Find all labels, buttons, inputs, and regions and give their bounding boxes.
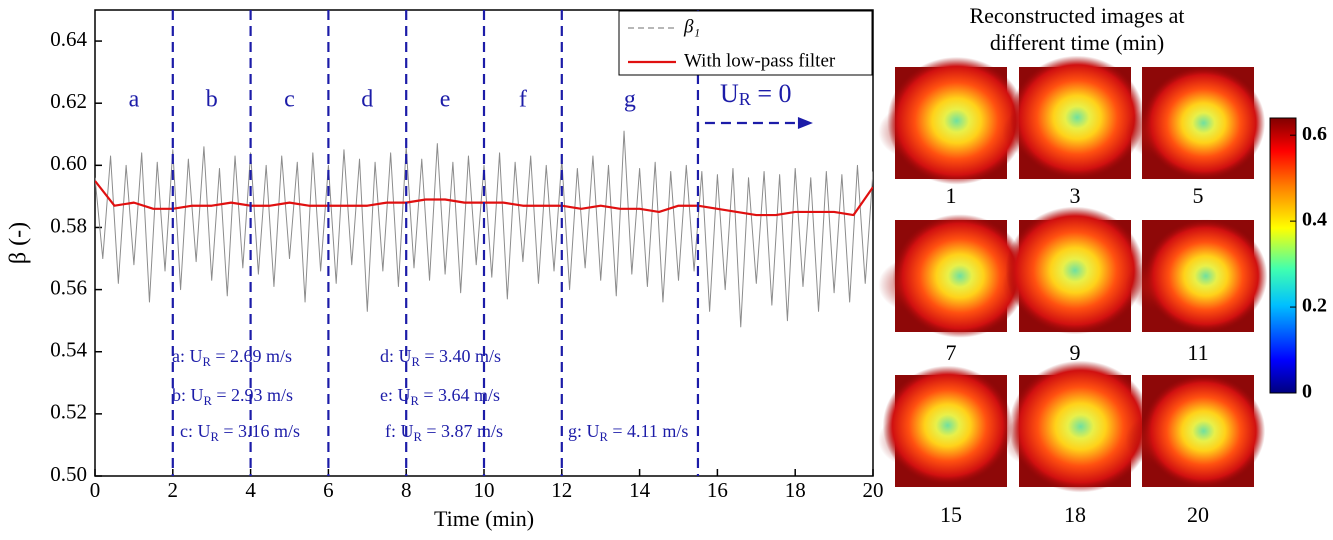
image-hotspot xyxy=(882,365,1013,486)
annotation: f: UR = 3.87 m/s xyxy=(385,421,503,444)
subscript: R xyxy=(412,355,421,369)
subscript: R xyxy=(211,430,220,444)
text-part: e: U xyxy=(380,385,411,405)
text-part: = 2.69 m/s xyxy=(211,346,292,366)
image-label: 20 xyxy=(1187,502,1209,527)
region-label: g xyxy=(624,87,636,113)
text-part: = 4.11 m/s xyxy=(608,421,689,441)
x-tick-label: 8 xyxy=(401,478,412,502)
y-tick-label: 0.58 xyxy=(50,213,87,237)
region-label: f xyxy=(519,87,527,113)
image-label: 11 xyxy=(1187,340,1208,365)
y-axis-label: β (-) xyxy=(6,222,32,264)
image-label: 18 xyxy=(1064,502,1086,527)
x-tick-label: 10 xyxy=(474,478,495,502)
colorbar-tick-label: 0.6 xyxy=(1302,123,1327,145)
x-tick-label: 0 xyxy=(90,478,101,502)
subscript: R xyxy=(414,430,423,444)
y-tick-label: 0.56 xyxy=(50,275,87,299)
image-hotspot xyxy=(892,214,1028,338)
x-tick-label: 16 xyxy=(707,478,728,502)
text-part: U xyxy=(720,79,739,108)
annotation: a: UR = 2.69 m/s xyxy=(172,346,292,369)
annotation: e: UR = 3.64 m/s xyxy=(380,385,500,408)
subscript: R xyxy=(204,394,213,408)
image-label: 15 xyxy=(940,502,962,527)
subscript: R xyxy=(739,89,752,109)
subscript: R xyxy=(411,394,420,408)
region-label: d xyxy=(361,87,373,113)
region-label: e xyxy=(440,87,451,113)
subscript: R xyxy=(203,355,212,369)
image-hotspot xyxy=(1010,55,1145,180)
image-label: 1 xyxy=(946,183,957,208)
y-tick-label: 0.62 xyxy=(50,89,87,113)
x-tick-label: 12 xyxy=(551,478,572,502)
panel-title: Reconstructed images at xyxy=(969,3,1184,28)
text-part: b: U xyxy=(172,385,204,405)
y-tick-label: 0.54 xyxy=(50,338,87,362)
x-tick-label: 20 xyxy=(863,478,884,502)
text-part: g: U xyxy=(568,421,600,441)
region-label: b xyxy=(206,87,218,113)
text-part: = 0 xyxy=(751,79,792,108)
annotation: d: UR = 3.40 m/s xyxy=(380,346,501,369)
x-tick-label: 18 xyxy=(785,478,806,502)
colorbar-tick-label: 0.2 xyxy=(1302,295,1327,317)
arrow-head xyxy=(797,117,813,129)
y-tick-label: 0.64 xyxy=(50,27,87,51)
series-line xyxy=(95,130,873,328)
image-label: 3 xyxy=(1070,183,1081,208)
annotation: b: UR = 2.93 m/s xyxy=(172,385,293,408)
colorbar-tick-label: 0 xyxy=(1302,381,1312,403)
region-label: UR = 0 xyxy=(720,79,792,109)
legend-box xyxy=(618,10,873,76)
text-part: = 2.93 m/s xyxy=(212,385,293,405)
image-hotspot xyxy=(1142,66,1266,180)
annotation: c: UR = 3.16 m/s xyxy=(180,421,300,444)
image-label: 7 xyxy=(946,340,957,365)
y-tick-label: 0.60 xyxy=(50,151,87,175)
y-tick-label: 0.50 xyxy=(50,462,87,486)
text-part: = 3.64 m/s xyxy=(419,385,500,405)
image-hotspot xyxy=(1142,374,1266,488)
text-part: f: U xyxy=(385,421,414,441)
text-part: = 3.16 m/s xyxy=(219,421,300,441)
text-part: c: U xyxy=(180,421,211,441)
text-part: d: U xyxy=(380,346,412,366)
text-part: = 3.87 m/s xyxy=(422,421,503,441)
arrow xyxy=(696,121,798,148)
colorbar-tick-label: 0.4 xyxy=(1302,209,1327,231)
annotation: g: UR = 4.11 m/s xyxy=(568,421,688,444)
subscript: R xyxy=(600,430,609,444)
colorbar xyxy=(1269,117,1297,394)
y-tick-label: 0.52 xyxy=(50,400,87,424)
image-label: 5 xyxy=(1193,183,1204,208)
image-hotspot xyxy=(1008,360,1153,493)
x-tick-label: 4 xyxy=(245,478,256,502)
image-hotspot xyxy=(887,56,1027,185)
region-label: a xyxy=(129,87,140,113)
x-axis-label: Time (min) xyxy=(434,506,534,531)
panel-title: different time (min) xyxy=(990,30,1164,55)
x-tick-label: 2 xyxy=(168,478,179,502)
image-label: 9 xyxy=(1070,340,1081,365)
image-hotspot xyxy=(1005,206,1145,335)
text-part: = 3.40 m/s xyxy=(420,346,501,366)
legend-label: With low-pass filter xyxy=(684,50,836,71)
region-label: c xyxy=(284,87,295,113)
legend-label: β₁ xyxy=(683,16,700,37)
image-hotspot xyxy=(1144,219,1268,333)
x-tick-label: 14 xyxy=(629,478,651,502)
x-tick-label: 6 xyxy=(323,478,334,502)
text-part: a: U xyxy=(172,346,203,366)
